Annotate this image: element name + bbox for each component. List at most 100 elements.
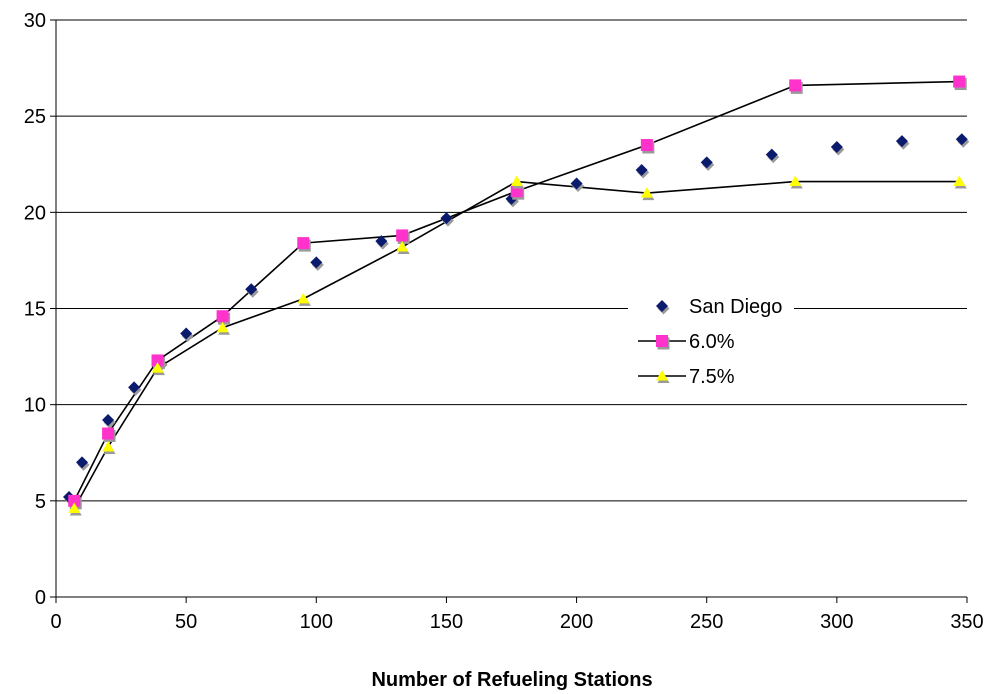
data-point-series-0 [830, 140, 845, 156]
data-point-series-2-fill [102, 440, 115, 452]
data-point-series-0 [440, 212, 454, 227]
data-point-series-2-fill [216, 321, 229, 333]
legend-label: San Diego [689, 296, 782, 318]
data-point-series-2-fill [68, 502, 81, 514]
data-point-series-0-fill [955, 133, 968, 146]
x-tick-label: 100 [300, 611, 333, 633]
gridlines [56, 19, 967, 502]
data-point-series-0-fill [245, 283, 258, 296]
data-point-series-2-fill [953, 175, 966, 187]
data-point-series-0-fill [76, 456, 89, 469]
data-point-series-1-fill [640, 139, 653, 152]
y-tick-label: 0 [35, 587, 46, 609]
data-point-series-0-fill [102, 414, 115, 427]
data-point-series-0-fill [375, 235, 388, 248]
y-tick-label: 30 [24, 10, 46, 32]
data-point-series-0-fill [700, 156, 713, 169]
data-point-series-1-fill [102, 427, 115, 440]
data-point-series-1-fill [216, 310, 229, 323]
legend-label: 7.5% [689, 366, 735, 388]
data-point-series-1-fill [789, 79, 802, 92]
legend-marker-fill [656, 335, 668, 347]
data-point-series-0 [895, 135, 910, 150]
data-point-series-1-fill [151, 354, 164, 367]
data-point-series-1-fill [68, 494, 81, 507]
data-point-series-1 [297, 237, 311, 252]
series-line-1 [73, 80, 960, 502]
data-point-series-0-fill [830, 140, 843, 153]
x-tick-label: 350 [950, 611, 983, 633]
data-point-series-0-fill [440, 212, 453, 225]
data-point-series-2-fill [396, 240, 409, 252]
y-tick-label: 20 [24, 202, 46, 224]
data-point-series-2 [297, 292, 311, 306]
data-point-series-0 [245, 283, 259, 298]
data-point-series-0-fill [570, 177, 583, 190]
legend: San Diego 6.0% 7.5% [628, 286, 794, 398]
data-point-series-2-fill [510, 175, 523, 187]
series-line-2 [73, 180, 960, 509]
x-tick-label: 150 [430, 611, 463, 633]
data-point-series-0-fill [895, 135, 908, 148]
data-point-series-1-fill [953, 75, 966, 88]
data-point-series-2 [151, 362, 166, 376]
legend-label: 6.0% [689, 331, 735, 353]
data-point-series-0 [375, 235, 389, 250]
legend-marker [656, 370, 670, 383]
data-point-series-0 [310, 256, 324, 271]
data-point-series-2 [396, 240, 410, 254]
data-point-series-0-fill [310, 256, 323, 269]
y-tick-label: 5 [35, 491, 46, 513]
data-point-series-0-fill [765, 148, 778, 161]
data-point-series-0-fill [635, 164, 648, 177]
data-point-series-1 [789, 79, 803, 94]
data-point-series-0 [102, 414, 116, 429]
y-tick-label: 10 [24, 395, 46, 417]
data-point-series-2 [216, 321, 231, 335]
legend-marker-fill [656, 370, 668, 381]
legend-item: 6.0% [638, 331, 735, 353]
data-point-series-1 [216, 310, 231, 325]
y-tick-label: 15 [24, 299, 46, 321]
data-point-series-2-fill [789, 175, 802, 187]
data-point-series-1-fill [396, 229, 409, 242]
data-point-series-2 [68, 502, 82, 516]
legend-box [628, 286, 794, 398]
x-tick-label: 300 [820, 611, 853, 633]
data-point-series-2 [102, 440, 116, 454]
x-tick-label: 200 [560, 611, 593, 633]
data-point-series-2 [789, 175, 803, 189]
data-point-series-0 [635, 164, 650, 179]
legend-marker-fill [656, 300, 668, 312]
data-point-series-2 [953, 175, 967, 189]
legend-marker [656, 335, 670, 350]
data-point-series-2-fill [640, 187, 653, 198]
x-tick-label: 250 [690, 611, 723, 633]
data-point-series-0 [955, 133, 970, 148]
y-tick-label: 25 [24, 106, 46, 128]
data-point-series-1 [102, 427, 116, 443]
plot-series [63, 75, 970, 516]
x-axis-title: Number of Refueling Stations [371, 669, 652, 691]
data-point-series-2 [510, 175, 525, 189]
data-point-series-0 [765, 148, 780, 164]
data-point-series-2 [640, 187, 655, 201]
data-point-series-1 [640, 139, 655, 154]
legend-item: San Diego [656, 296, 782, 318]
data-point-series-1-fill [297, 237, 310, 250]
data-point-series-0 [128, 381, 142, 396]
axes [50, 19, 968, 603]
data-point-series-2-fill [297, 292, 310, 304]
x-tick-label: 50 [175, 611, 197, 633]
x-tick-label: 0 [50, 611, 61, 633]
data-point-series-0 [180, 327, 194, 343]
data-point-series-0-fill [128, 381, 141, 394]
data-point-series-0 [700, 156, 715, 171]
data-point-series-1 [396, 229, 410, 244]
legend-item: 7.5% [638, 366, 735, 388]
data-point-series-0 [76, 456, 90, 471]
data-point-series-0 [570, 177, 585, 192]
